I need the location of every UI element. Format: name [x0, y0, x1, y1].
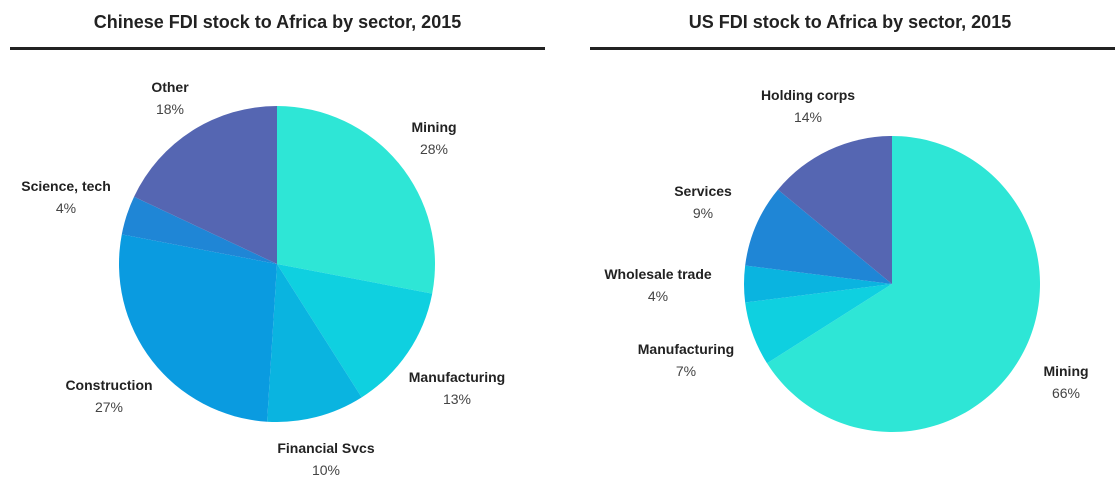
pie-slice-holding-corps — [777, 135, 892, 284]
pie-slice-science-tech — [121, 196, 277, 264]
pie-slice-wholesale-trade — [744, 265, 892, 303]
slice-label-percent: 10% — [311, 462, 341, 478]
slice-label-percent: 7% — [675, 363, 697, 379]
slice-label-mining: Mining 28% — [411, 116, 456, 160]
slice-label-percent: 18% — [155, 101, 185, 117]
pie-slice-manufacturing — [745, 284, 892, 364]
slice-label-holding-corps: Holding corps 14% — [761, 84, 855, 128]
slice-label-name: Construction — [65, 377, 153, 393]
pie-slice-mining — [767, 136, 1041, 432]
slice-label-financial-svcs: Financial Svcs 10% — [277, 437, 374, 481]
chart-panel-us: US FDI stock to Africa by sector, 2015 H… — [560, 0, 1115, 477]
pie-slice-construction — [119, 234, 278, 422]
slice-label-name: Services — [674, 183, 732, 199]
slice-label-percent: 9% — [692, 205, 714, 221]
pie-slice-services — [745, 189, 892, 284]
slice-label-percent: 4% — [55, 200, 77, 216]
slice-label-manufacturing: Manufacturing 7% — [638, 338, 734, 382]
slice-label-other: Other 18% — [151, 76, 188, 120]
slice-label-name: Manufacturing — [408, 369, 506, 385]
slice-label-name: Holding corps — [760, 87, 856, 103]
slice-label-wholesale-trade: Wholesale trade 4% — [604, 263, 711, 307]
slice-label-percent: 27% — [94, 399, 124, 415]
pie-chart-china — [119, 106, 435, 423]
slice-label-name: Manufacturing — [637, 341, 735, 357]
chart-panel-china: Chinese FDI stock to Africa by sector, 2… — [0, 0, 555, 478]
slice-label-name: Financial Svcs — [277, 440, 375, 456]
slice-label-percent: 14% — [793, 109, 823, 125]
pie-slice-manufacturing — [277, 264, 433, 398]
slice-label-name: Wholesale trade — [604, 266, 712, 282]
slice-label-percent: 4% — [647, 288, 669, 304]
pie-slice-mining — [277, 106, 435, 294]
chart-title: Chinese FDI stock to Africa by sector, 2… — [93, 12, 462, 32]
pie-slice-financial-svcs — [267, 264, 362, 423]
slice-label-science-tech: Science, tech 4% — [21, 175, 111, 219]
slice-label-percent: 13% — [442, 391, 472, 407]
slice-label-name: Mining — [411, 119, 457, 135]
slice-label-manufacturing: Manufacturing 13% — [409, 366, 505, 410]
slice-label-name: Mining — [1043, 363, 1089, 379]
chart-title: US FDI stock to Africa by sector, 2015 — [688, 12, 1012, 32]
title-rule — [10, 47, 545, 50]
slice-label-construction: Construction 27% — [65, 374, 152, 418]
slice-label-name: Science, tech — [21, 178, 111, 194]
pie-chart-us — [744, 135, 1041, 432]
pie-slice-other — [134, 106, 277, 264]
slice-label-mining: Mining 66% — [1043, 360, 1088, 404]
slice-label-percent: 66% — [1051, 385, 1081, 401]
slice-label-services: Services 9% — [674, 180, 732, 224]
slice-label-percent: 28% — [419, 141, 449, 157]
slice-label-name: Other — [151, 79, 189, 95]
title-rule — [590, 47, 1115, 50]
